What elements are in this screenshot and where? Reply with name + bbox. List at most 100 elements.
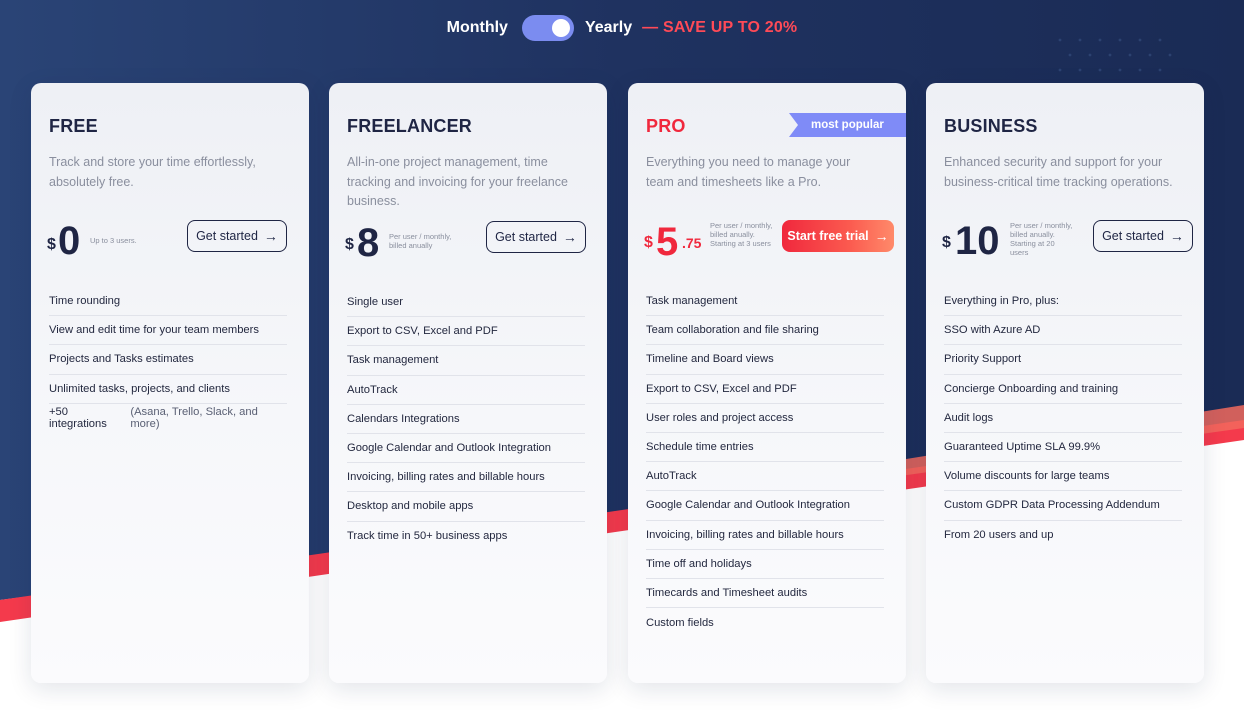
feature-item: User roles and project access [646, 404, 884, 433]
get-started-button[interactable]: Get started → [486, 221, 586, 253]
arrow-right-icon: → [562, 229, 577, 245]
get-started-button[interactable]: Get started → [1093, 220, 1193, 252]
feature-text: Everything in Pro, plus: [944, 295, 1060, 308]
monthly-label[interactable]: Monthly [446, 19, 508, 36]
plan-card-pro: most popular PRO Everything you need to … [628, 83, 906, 683]
feature-item: Calendars Integrations [347, 405, 585, 434]
plan-title: PRO [646, 116, 686, 136]
plan-description: All-in-one project management, time trac… [347, 155, 568, 208]
plan-description: Track and store your time effortlessly, … [49, 155, 256, 189]
feature-item: Custom GDPR Data Processing Addendum [944, 491, 1182, 521]
currency-symbol: $ [345, 236, 354, 253]
feature-text: Team collaboration and file sharing [646, 324, 819, 337]
plan-card-free: FREE Track and store your time effortles… [31, 83, 309, 683]
billing-period-toggle-row: Monthly Yearly — SAVE UP TO 20% [0, 14, 1244, 42]
feature-item: Desktop and mobile apps [347, 492, 585, 522]
currency-symbol: $ [47, 236, 56, 253]
feature-item: Time off and holidays [646, 550, 884, 579]
plan-title: BUSINESS [944, 116, 1038, 136]
feature-text: +50 integrations [49, 406, 107, 431]
feature-list: Everything in Pro, plus: SSO with Azure … [944, 287, 1182, 550]
price-row: $ 5 .75 Per user / monthly, billed anual… [644, 220, 886, 262]
feature-text: Guaranteed Uptime SLA 99.9% [944, 441, 1101, 454]
plan-title: FREELANCER [347, 116, 473, 136]
feature-item: Time rounding [49, 287, 287, 317]
feature-item: Timeline and Board views [646, 345, 884, 375]
feature-text: AutoTrack [646, 470, 697, 483]
price-row: $ 8 Per user / monthly, billed anually [345, 220, 587, 265]
feature-text: AutoTrack [347, 383, 398, 396]
feature-text: Audit logs [944, 411, 994, 424]
currency-symbol: $ [644, 234, 653, 251]
price-note: Per user / monthly, billed anually. Star… [710, 221, 773, 248]
feature-item: Invoicing, billing rates and billable ho… [646, 521, 884, 550]
button-label: Get started [495, 230, 557, 244]
price-note: Up to 3 users. [90, 236, 137, 245]
price-amount: 8 [357, 221, 380, 265]
feature-text: Task management [646, 295, 738, 308]
plan-description: Enhanced security and support for your b… [944, 155, 1173, 189]
feature-list: Single user Export to CSV, Excel and PDF… [347, 288, 585, 551]
price-row: $ 10 Per user / monthly, billed anually.… [942, 219, 1184, 263]
price-note: Per user / monthly, billed anually [389, 232, 452, 250]
button-label: Start free trial [787, 229, 869, 243]
feature-item: Export to CSV, Excel and PDF [347, 317, 585, 347]
feature-text: Time rounding [49, 295, 121, 308]
feature-item: Projects and Tasks estimates [49, 345, 287, 375]
arrow-right-icon: → [874, 228, 889, 244]
plan-description: Everything you need to manage your team … [646, 155, 851, 189]
feature-item: Task management [347, 346, 585, 376]
feature-item: SSO with Azure AD [944, 316, 1182, 346]
feature-text: Timeline and Board views [646, 353, 774, 366]
feature-item: Everything in Pro, plus: [944, 287, 1182, 317]
feature-text: Export to CSV, Excel and PDF [646, 382, 797, 395]
most-popular-badge: most popular [789, 113, 906, 137]
feature-item: Export to CSV, Excel and PDF [646, 375, 884, 404]
feature-text: Google Calendar and Outlook Integration [347, 442, 551, 455]
feature-text: Custom GDPR Data Processing Addendum [944, 499, 1160, 512]
feature-text: Projects and Tasks estimates [49, 353, 194, 366]
feature-text: Concierge Onboarding and training [944, 382, 1119, 395]
price-amount: 0 [58, 219, 81, 263]
price-row: $ 0 Up to 3 users. [47, 219, 289, 263]
arrow-right-icon: → [1169, 228, 1184, 244]
price-cents: .75 [682, 235, 702, 251]
feature-text: Schedule time entries [646, 441, 754, 454]
feature-item: View and edit time for your team members [49, 316, 287, 346]
billing-period-switch[interactable] [521, 15, 574, 41]
feature-item: From 20 users and up [944, 521, 1182, 550]
price-amount: 10 [955, 219, 1000, 263]
save-badge: — SAVE UP TO 20% [642, 19, 798, 36]
feature-text: Export to CSV, Excel and PDF [347, 325, 498, 338]
feature-text: Volume discounts for large teams [944, 470, 1110, 483]
start-free-trial-button[interactable]: Start free trial → [782, 220, 894, 252]
feature-item: Custom fields [646, 608, 884, 637]
feature-text: Priority Support [944, 353, 1022, 366]
feature-text: Unlimited tasks, projects, and clients [49, 382, 230, 395]
feature-item: Concierge Onboarding and training [944, 375, 1182, 404]
feature-item: Priority Support [944, 345, 1182, 375]
feature-text: Invoicing, billing rates and billable ho… [646, 528, 844, 541]
feature-text: Invoicing, billing rates and billable ho… [347, 471, 545, 484]
feature-item: Invoicing, billing rates and billable ho… [347, 463, 585, 493]
price-note: Per user / monthly, billed anually. Star… [1010, 221, 1073, 257]
feature-item: Task management [646, 287, 884, 317]
feature-text: Task management [347, 354, 439, 367]
yearly-label[interactable]: Yearly [584, 19, 633, 36]
feature-item: Single user [347, 288, 585, 318]
feature-text: Timecards and Timesheet audits [646, 586, 808, 599]
feature-item: Team collaboration and file sharing [646, 316, 884, 346]
feature-item: Audit logs [944, 404, 1182, 433]
feature-item: Volume discounts for large teams [944, 462, 1182, 492]
feature-text: Google Calendar and Outlook Integration [646, 499, 850, 512]
currency-symbol: $ [942, 234, 951, 251]
plan-card-business: BUSINESS Enhanced security and support f… [926, 83, 1204, 683]
feature-item: Timecards and Timesheet audits [646, 579, 884, 609]
feature-extra: (Asana, Trello, Slack, and more) [130, 406, 258, 431]
feature-item: AutoTrack [646, 462, 884, 492]
get-started-button[interactable]: Get started → [187, 220, 287, 252]
feature-text: SSO with Azure AD [944, 324, 1041, 337]
feature-item: Schedule time entries [646, 433, 884, 463]
feature-item: Unlimited tasks, projects, and clients [49, 375, 287, 404]
feature-list: Time rounding View and edit time for you… [49, 287, 287, 433]
